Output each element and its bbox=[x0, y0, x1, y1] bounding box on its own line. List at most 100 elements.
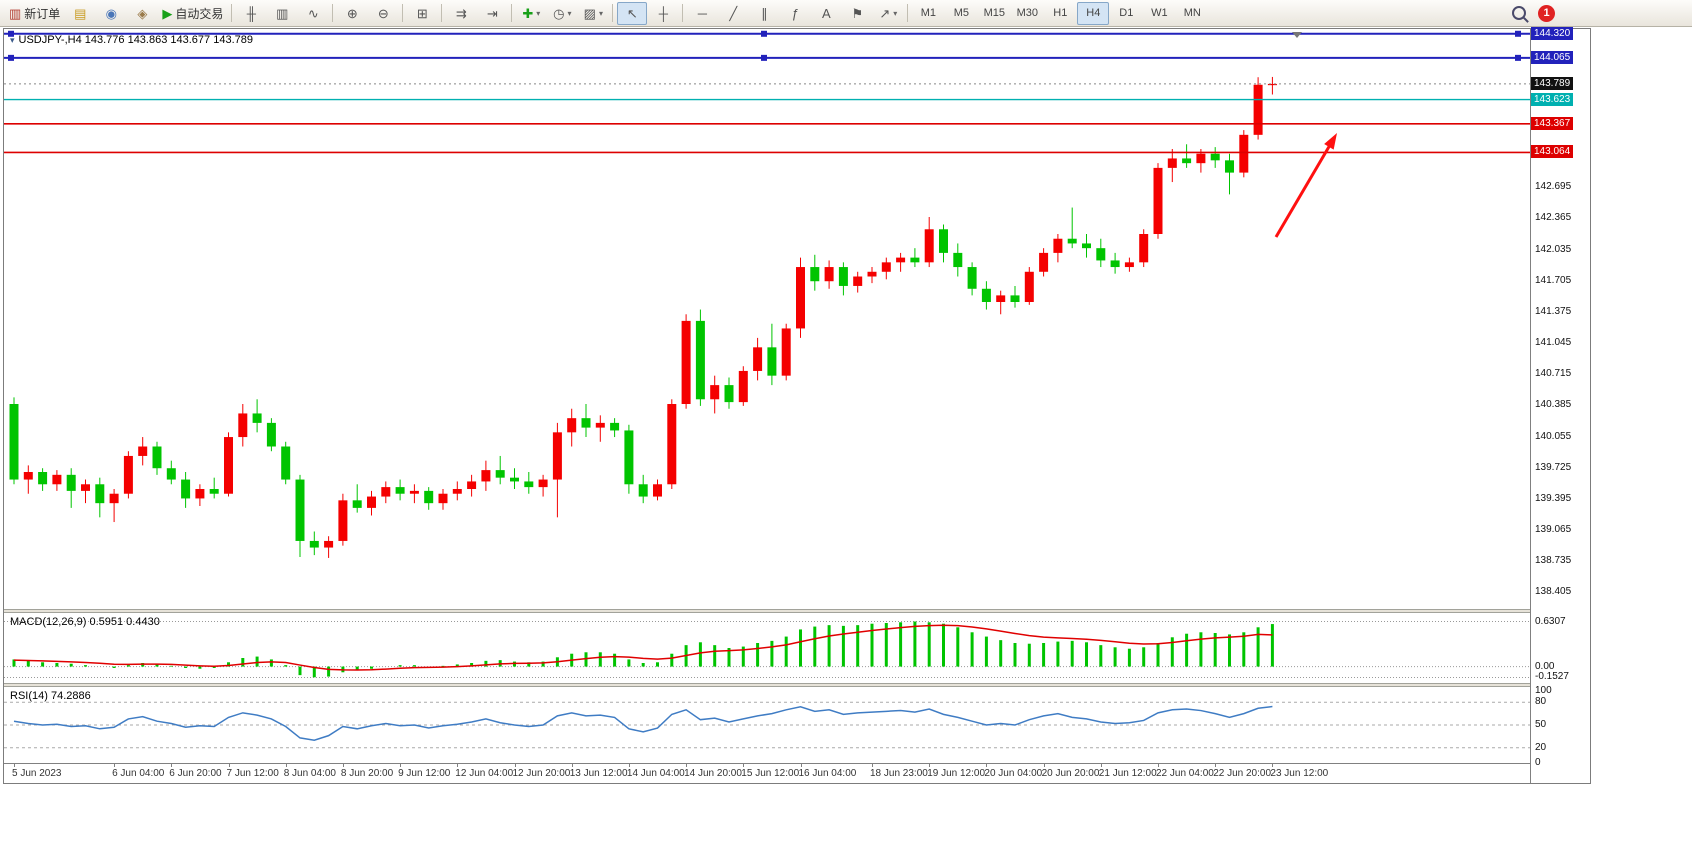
toolbar-separator bbox=[332, 4, 334, 22]
label-button[interactable]: ⚑ bbox=[842, 2, 872, 25]
profiles-icon: ◉ bbox=[105, 5, 117, 21]
indicators-button[interactable]: ✚ ▾ bbox=[516, 2, 546, 25]
crosshair-button[interactable]: ┼ bbox=[648, 2, 678, 25]
trendline-icon: ╱ bbox=[729, 5, 738, 21]
time-axis[interactable]: 5 Jun 2023 6 Jun 04:00 6 Jun 20:00 7 Jun 12… bbox=[4, 763, 1530, 784]
line-selection-handle[interactable] bbox=[761, 30, 767, 37]
line-chart-button[interactable]: ∿ bbox=[298, 2, 328, 25]
candle bbox=[552, 422, 562, 518]
candle bbox=[967, 262, 977, 296]
candle bbox=[81, 479, 90, 504]
line-chart-icon: ∿ bbox=[307, 5, 319, 21]
line-selection-handle[interactable] bbox=[1515, 30, 1521, 37]
support-line-1-label: 143.367 bbox=[1531, 116, 1574, 130]
bar-chart-icon: ╫ bbox=[246, 5, 256, 21]
line-selection-handle[interactable] bbox=[8, 30, 14, 37]
panel-divider[interactable] bbox=[4, 683, 1588, 687]
trend-arrow[interactable] bbox=[1274, 133, 1337, 238]
rsi-tick-label: 0 bbox=[1535, 757, 1541, 768]
bid-price-line-label: 143.789 bbox=[1531, 76, 1574, 90]
new-order-button[interactable]: ▥ 新订单 bbox=[5, 2, 64, 25]
periods-button[interactable]: ◷ ▾ bbox=[547, 2, 577, 25]
timeframe-d1-button[interactable]: D1 bbox=[1119, 7, 1134, 19]
auto-scroll-button[interactable]: ⇉ bbox=[446, 2, 476, 25]
autotrading-button[interactable]: ▶ 自动交易 bbox=[158, 2, 227, 25]
price-tick-label: 142.695 bbox=[1535, 181, 1572, 193]
candle bbox=[367, 490, 376, 516]
line-selection-handle[interactable] bbox=[761, 54, 767, 61]
caret-down-icon: ▾ bbox=[536, 8, 541, 18]
one-click-trading-toggle[interactable]: ▾ bbox=[10, 34, 15, 45]
timeframe-m15-button[interactable]: M15 bbox=[983, 7, 1006, 19]
candle bbox=[166, 460, 176, 485]
chart-shift-marker[interactable] bbox=[1292, 32, 1302, 38]
resistance-line-1[interactable] bbox=[4, 30, 1530, 37]
line-selection-handle[interactable] bbox=[1515, 54, 1521, 61]
time-tick bbox=[571, 764, 573, 767]
candle bbox=[481, 460, 491, 491]
candle bbox=[338, 493, 348, 546]
bar-chart-button[interactable]: ╫ bbox=[236, 2, 266, 25]
line-selection-handle[interactable] bbox=[8, 54, 14, 61]
timeframe-m1-button[interactable]: M1 bbox=[920, 7, 936, 19]
candlestick-chart-button[interactable]: ▥ bbox=[267, 2, 297, 25]
candle bbox=[567, 408, 577, 447]
time-axis-label: 12 Jun 04:00 bbox=[455, 768, 514, 779]
candle bbox=[195, 484, 205, 506]
candle bbox=[295, 474, 305, 557]
candle bbox=[1167, 149, 1177, 183]
label-icon: ⚑ bbox=[851, 5, 864, 21]
toolbar-separator bbox=[402, 4, 404, 22]
timeframe-m5-button[interactable]: M5 bbox=[953, 7, 969, 19]
caret-down-icon: ▾ bbox=[893, 8, 898, 18]
time-tick bbox=[14, 764, 15, 767]
time-tick bbox=[400, 764, 402, 767]
timeframe-h1-button[interactable]: H1 bbox=[1053, 7, 1068, 19]
macd-plot[interactable] bbox=[4, 613, 1530, 683]
charts-button[interactable]: ▤ bbox=[65, 2, 95, 25]
time-tick bbox=[872, 764, 873, 767]
zoom-out-button[interactable]: ⊖ bbox=[368, 2, 398, 25]
time-axis-label: 7 Jun 12:00 bbox=[226, 768, 279, 779]
panel-divider[interactable] bbox=[4, 609, 1588, 613]
channel-button[interactable]: ∥ bbox=[749, 2, 779, 25]
macd-signal-line bbox=[13, 624, 1273, 671]
notification-badge[interactable]: 1 bbox=[1538, 4, 1555, 22]
auto-scroll-icon: ⇉ bbox=[455, 5, 467, 21]
candle bbox=[409, 484, 419, 504]
alerts-button[interactable]: ◈ bbox=[127, 2, 157, 25]
tile-windows-button[interactable]: ⊞ bbox=[407, 2, 437, 25]
text-button[interactable]: A bbox=[811, 2, 841, 25]
time-axis-label: 19 Jun 12:00 bbox=[927, 768, 986, 779]
templates-icon: ▨ bbox=[583, 5, 596, 21]
cursor-button[interactable]: ↖ bbox=[617, 1, 648, 25]
timeframe-w1-button[interactable]: W1 bbox=[1151, 7, 1168, 19]
search-icon[interactable] bbox=[1512, 6, 1526, 20]
candle bbox=[510, 468, 519, 489]
candle bbox=[281, 441, 291, 485]
time-axis-label: 22 Jun 04:00 bbox=[1156, 768, 1214, 779]
candle bbox=[853, 271, 863, 293]
time-tick bbox=[457, 764, 459, 767]
candle bbox=[95, 477, 105, 518]
time-axis-label: 21 Jun 12:00 bbox=[1098, 768, 1157, 779]
timeframe-h4-button[interactable]: H4 bbox=[1077, 1, 1110, 25]
main-chart-plot[interactable] bbox=[4, 29, 1530, 609]
timeframe-mn-button[interactable]: MN bbox=[1183, 7, 1201, 19]
zoom-in-button[interactable]: ⊕ bbox=[337, 2, 367, 25]
candle bbox=[123, 451, 133, 499]
horizontal-line-button[interactable]: ─ bbox=[687, 2, 717, 25]
toolbar: ▥ 新订单 ▤ ◉ ◈ ▶ 自动交易 ╫ ▥ ∿ ⊕ ⊖ ⊞ ⇉ ⇥ ✚ ▾ ◷ ▾ ▨ ▾ ↖ ┼ ─ ╱ ∥ ƒ A ⚑ ↗ ▾ M1 M5… bbox=[0, 0, 1692, 27]
templates-button[interactable]: ▨ ▾ bbox=[578, 2, 608, 25]
profiles-button[interactable]: ◉ bbox=[96, 2, 126, 25]
price-tick-label: 141.705 bbox=[1535, 274, 1572, 286]
chart-shift-button[interactable]: ⇥ bbox=[477, 2, 507, 25]
resistance-line-2[interactable] bbox=[4, 54, 1530, 61]
timeframe-m30-button[interactable]: M30 bbox=[1016, 7, 1039, 19]
fibonacci-button[interactable]: ƒ bbox=[780, 2, 810, 25]
rsi-plot[interactable] bbox=[4, 687, 1530, 763]
trendline-button[interactable]: ╱ bbox=[718, 2, 748, 25]
candle bbox=[638, 474, 648, 504]
arrows-button[interactable]: ↗ ▾ bbox=[873, 2, 903, 25]
price-axis[interactable]: 142.695 142.365 142.035 141.705 141.375 141.0… bbox=[1530, 26, 1589, 783]
